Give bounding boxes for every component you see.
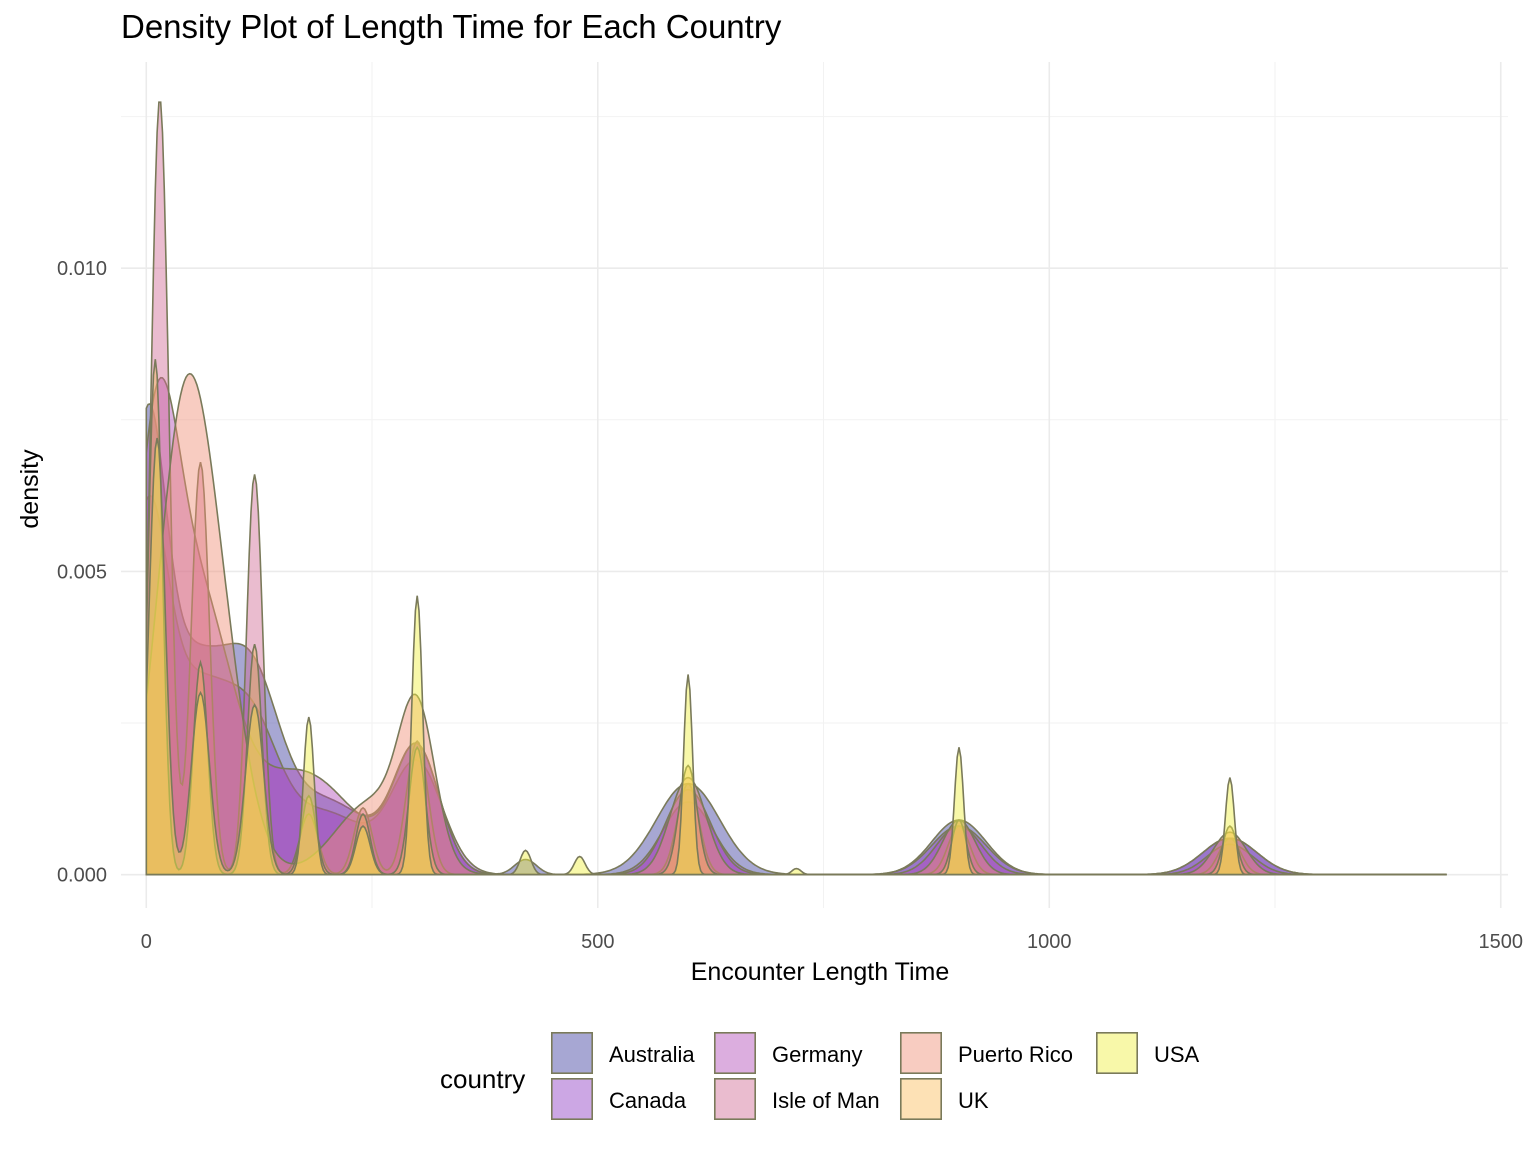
legend-key-bg-isle-of-man (714, 1078, 756, 1120)
legend-label-australia: Australia (609, 1042, 695, 1067)
legend-key-bg-usa (1096, 1032, 1138, 1074)
x-axis-title: Encounter Length Time (691, 958, 950, 986)
x-tick-label: 1000 (1027, 931, 1072, 953)
legend-key-uk (899, 1078, 942, 1121)
x-tick-label: 500 (581, 931, 614, 953)
y-axis-title: density (16, 449, 44, 529)
legend-label-puerto-rico: Puerto Rico (958, 1042, 1073, 1067)
chart-title: Density Plot of Length Time for Each Cou… (121, 8, 782, 45)
legend-key-bg-australia (551, 1032, 593, 1074)
legend-key-canada (550, 1078, 593, 1121)
grid-lines (121, 62, 1508, 908)
legend-key-bg-canada (551, 1078, 593, 1120)
legend-label-germany: Germany (772, 1042, 862, 1067)
y-tick-label: 0.000 (57, 865, 107, 887)
density-area-usa (145, 437, 1447, 876)
legend-label-usa: USA (1154, 1042, 1200, 1067)
legend-label-canada: Canada (609, 1088, 687, 1113)
density-area-isle-of-man (145, 101, 1447, 876)
legend-key-bg-uk (900, 1078, 942, 1120)
legend-key-bg-germany (714, 1032, 756, 1074)
x-tick-label: 1500 (1479, 931, 1524, 953)
legend-key-usa (1096, 1032, 1139, 1075)
legend-key-puerto-rico (899, 1032, 942, 1075)
x-tick-label: 0 (141, 931, 152, 953)
legend-key-isle-of-man (713, 1078, 756, 1121)
x-tick-labels: 0 500 1000 1500 (141, 931, 1523, 953)
y-tick-label: 0.005 (57, 561, 107, 583)
legend-label-isle-of-man: Isle of Man (772, 1088, 880, 1113)
legend-key-australia (550, 1032, 593, 1075)
legend-key-germany (713, 1032, 756, 1075)
y-tick-labels: 0.000 0.005 0.010 (57, 258, 107, 886)
legend-title: country (440, 1064, 525, 1094)
y-tick-label: 0.010 (57, 258, 107, 280)
legend: country Australia Canada Germany Isle of Ma… (440, 1032, 1200, 1121)
legend-label-uk: UK (958, 1088, 989, 1113)
density-areas (145, 101, 1447, 876)
density-area-germany (145, 376, 1447, 876)
legend-key-bg-puerto-rico (900, 1032, 942, 1074)
